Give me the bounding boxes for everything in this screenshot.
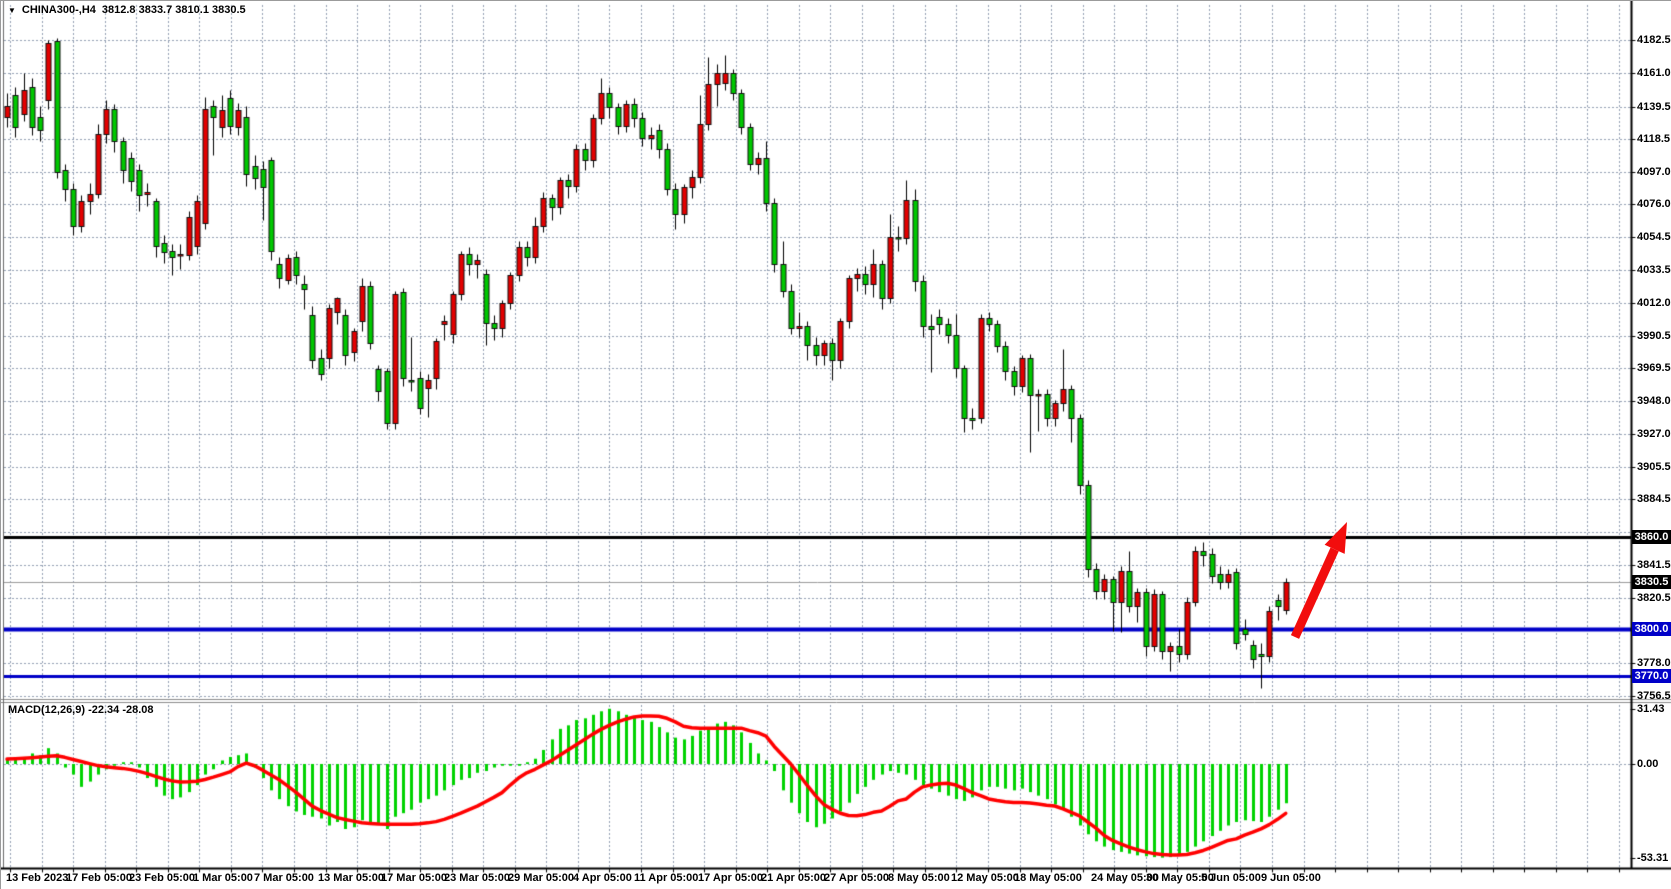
time-label: 18 May 05:00: [1014, 872, 1082, 884]
time-label: 13 Feb 2023: [6, 872, 69, 884]
price-tick-label: 4182.5: [1637, 33, 1671, 46]
price-tick-label: 3969.5: [1637, 361, 1671, 374]
symbol-dropdown-icon[interactable]: ▼: [8, 6, 16, 15]
price-tick-label: 4118.5: [1637, 132, 1671, 145]
price-tick-label: 3756.5: [1637, 689, 1671, 702]
macd-indicator-label: MACD(12,26,9) -22.34 -28.08: [8, 704, 154, 716]
price-badge-3770.0: 3770.0: [1632, 669, 1671, 683]
price-badge-3830.5: 3830.5: [1632, 575, 1671, 589]
macd-tick-label: 31.43: [1637, 702, 1665, 715]
time-label: 17 Feb 05:00: [66, 872, 133, 884]
time-label: 23 Mar 05:00: [444, 872, 511, 884]
price-tick-label: 3884.5: [1637, 492, 1671, 505]
time-label: 7 Mar 05:00: [254, 872, 314, 884]
time-label: 4 Apr 05:00: [573, 872, 632, 884]
time-label: 29 Mar 05:00: [508, 872, 575, 884]
time-label: 17 Mar 05:00: [381, 872, 448, 884]
symbol-header: ▼ CHINA300-,H4 3812.8 3833.7 3810.1 3830…: [8, 4, 246, 17]
price-tick-label: 4033.5: [1637, 263, 1671, 276]
price-tick-label: 3778.0: [1637, 656, 1671, 669]
price-badge-3800.0: 3800.0: [1632, 622, 1671, 636]
macd-tick-label: 0.00: [1637, 758, 1659, 770]
time-label: 13 Mar 05:00: [318, 872, 385, 884]
symbol-quote-values: 3812.8 3833.7 3810.1 3830.5: [101, 4, 246, 16]
price-tick-label: 3905.5: [1637, 460, 1671, 473]
symbol-label: CHINA300-,H4: [21, 4, 96, 16]
price-tick-label: 4054.5: [1637, 230, 1671, 243]
price-tick-label: 3948.0: [1637, 394, 1671, 407]
price-tick-label: 3841.5: [1637, 558, 1671, 571]
time-label: 17 Apr 05:00: [698, 872, 764, 884]
time-label: 30 May 05:00: [1146, 872, 1214, 884]
price-tick-label: 4012.0: [1637, 296, 1671, 309]
time-label: 27 Apr 05:00: [824, 872, 890, 884]
price-tick-label: 3990.5: [1637, 329, 1671, 342]
price-tick-label: 4161.0: [1637, 66, 1671, 79]
time-label: 9 Jun 05:00: [1261, 872, 1321, 884]
time-label: 5 Jun 05:00: [1201, 872, 1261, 884]
time-label: 11 Apr 05:00: [634, 872, 699, 884]
time-label: 24 May 05:00: [1091, 872, 1159, 884]
time-label: 1 Mar 05:00: [193, 872, 253, 884]
price-tick-label: 4097.0: [1637, 165, 1671, 178]
price-tick-label: 3820.5: [1637, 591, 1671, 604]
price-tick-label: 4139.5: [1637, 100, 1671, 113]
price-badge-3860.0: 3860.0: [1632, 530, 1671, 544]
price-tick-label: 4076.0: [1637, 197, 1671, 210]
time-label: 12 May 05:00: [951, 872, 1019, 884]
time-label: 21 Apr 05:00: [761, 872, 827, 884]
time-label: 8 May 05:00: [888, 872, 950, 884]
price-tick-label: 3927.0: [1637, 427, 1671, 440]
macd-tick-label: -53.31: [1637, 851, 1669, 864]
time-label: 23 Feb 05:00: [129, 872, 196, 884]
